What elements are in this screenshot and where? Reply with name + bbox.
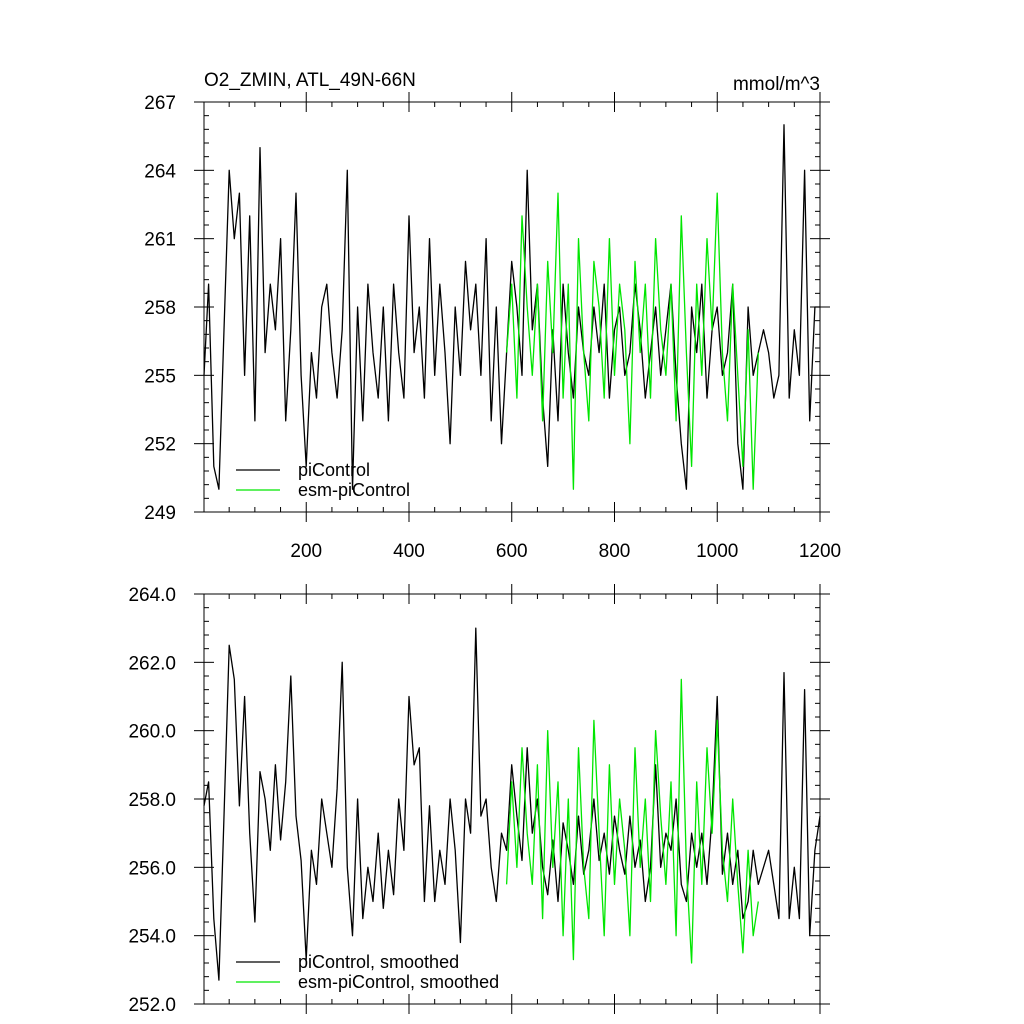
legend-label: esm-piControl, smoothed [298,972,499,992]
bottom-panel-frame [203,593,821,1005]
y-tick-label: 256.0 [128,858,176,879]
top-panel: 200 400 600 800 1000 1200 249 252 255 258 261 264 26… [144,70,841,562]
x-tick-label: 600 [496,541,528,562]
x-tick-label: 1000 [696,541,738,562]
top-panel-ticks: 200 400 600 800 1000 1200 249 252 255 258 261 264 26… [144,92,841,562]
top-panel-frame [203,101,821,513]
y-tick-label: 255 [144,366,176,387]
legend-label: piControl, smoothed [298,952,459,972]
y-tick-label: 258 [144,298,176,319]
series-line-esm-picontrol [505,192,759,490]
y-tick-label: 260.0 [128,722,176,743]
series-line-picontrol-smoothed [203,627,821,981]
y-tick-label: 267 [144,93,176,114]
x-tick-label: 400 [393,541,425,562]
series-line-esm-picontrol-smoothed [505,678,759,964]
y-tick-label: 262.0 [128,653,176,674]
y-tick-label: 252 [144,435,176,456]
legend-label: piControl [298,460,370,480]
y-tick-label: 252.0 [128,995,176,1016]
top-panel-series [203,124,820,490]
bottom-panel: 252.0 254.0 256.0 258.0 260.0 262.0 264.0 piCo… [128,584,830,1016]
top-panel-title: O2_ZMIN, ATL_49N-66N [204,70,416,91]
legend-label: esm-piControl [298,480,410,500]
y-tick-label: 264 [144,161,176,182]
bottom-panel-ticks: 252.0 254.0 256.0 258.0 260.0 262.0 264.0 [128,584,830,1016]
y-tick-label: 249 [144,503,176,524]
x-tick-label: 1200 [799,541,841,562]
bottom-panel-series [203,627,821,981]
x-tick-label: 800 [599,541,631,562]
top-panel-units: mmol/m^3 [733,74,820,95]
y-tick-label: 258.0 [128,790,176,811]
y-tick-label: 264.0 [128,585,176,606]
y-tick-label: 261 [144,230,176,251]
series-line-picontrol [203,124,820,490]
x-tick-label: 200 [290,541,322,562]
y-tick-label: 254.0 [128,927,176,948]
